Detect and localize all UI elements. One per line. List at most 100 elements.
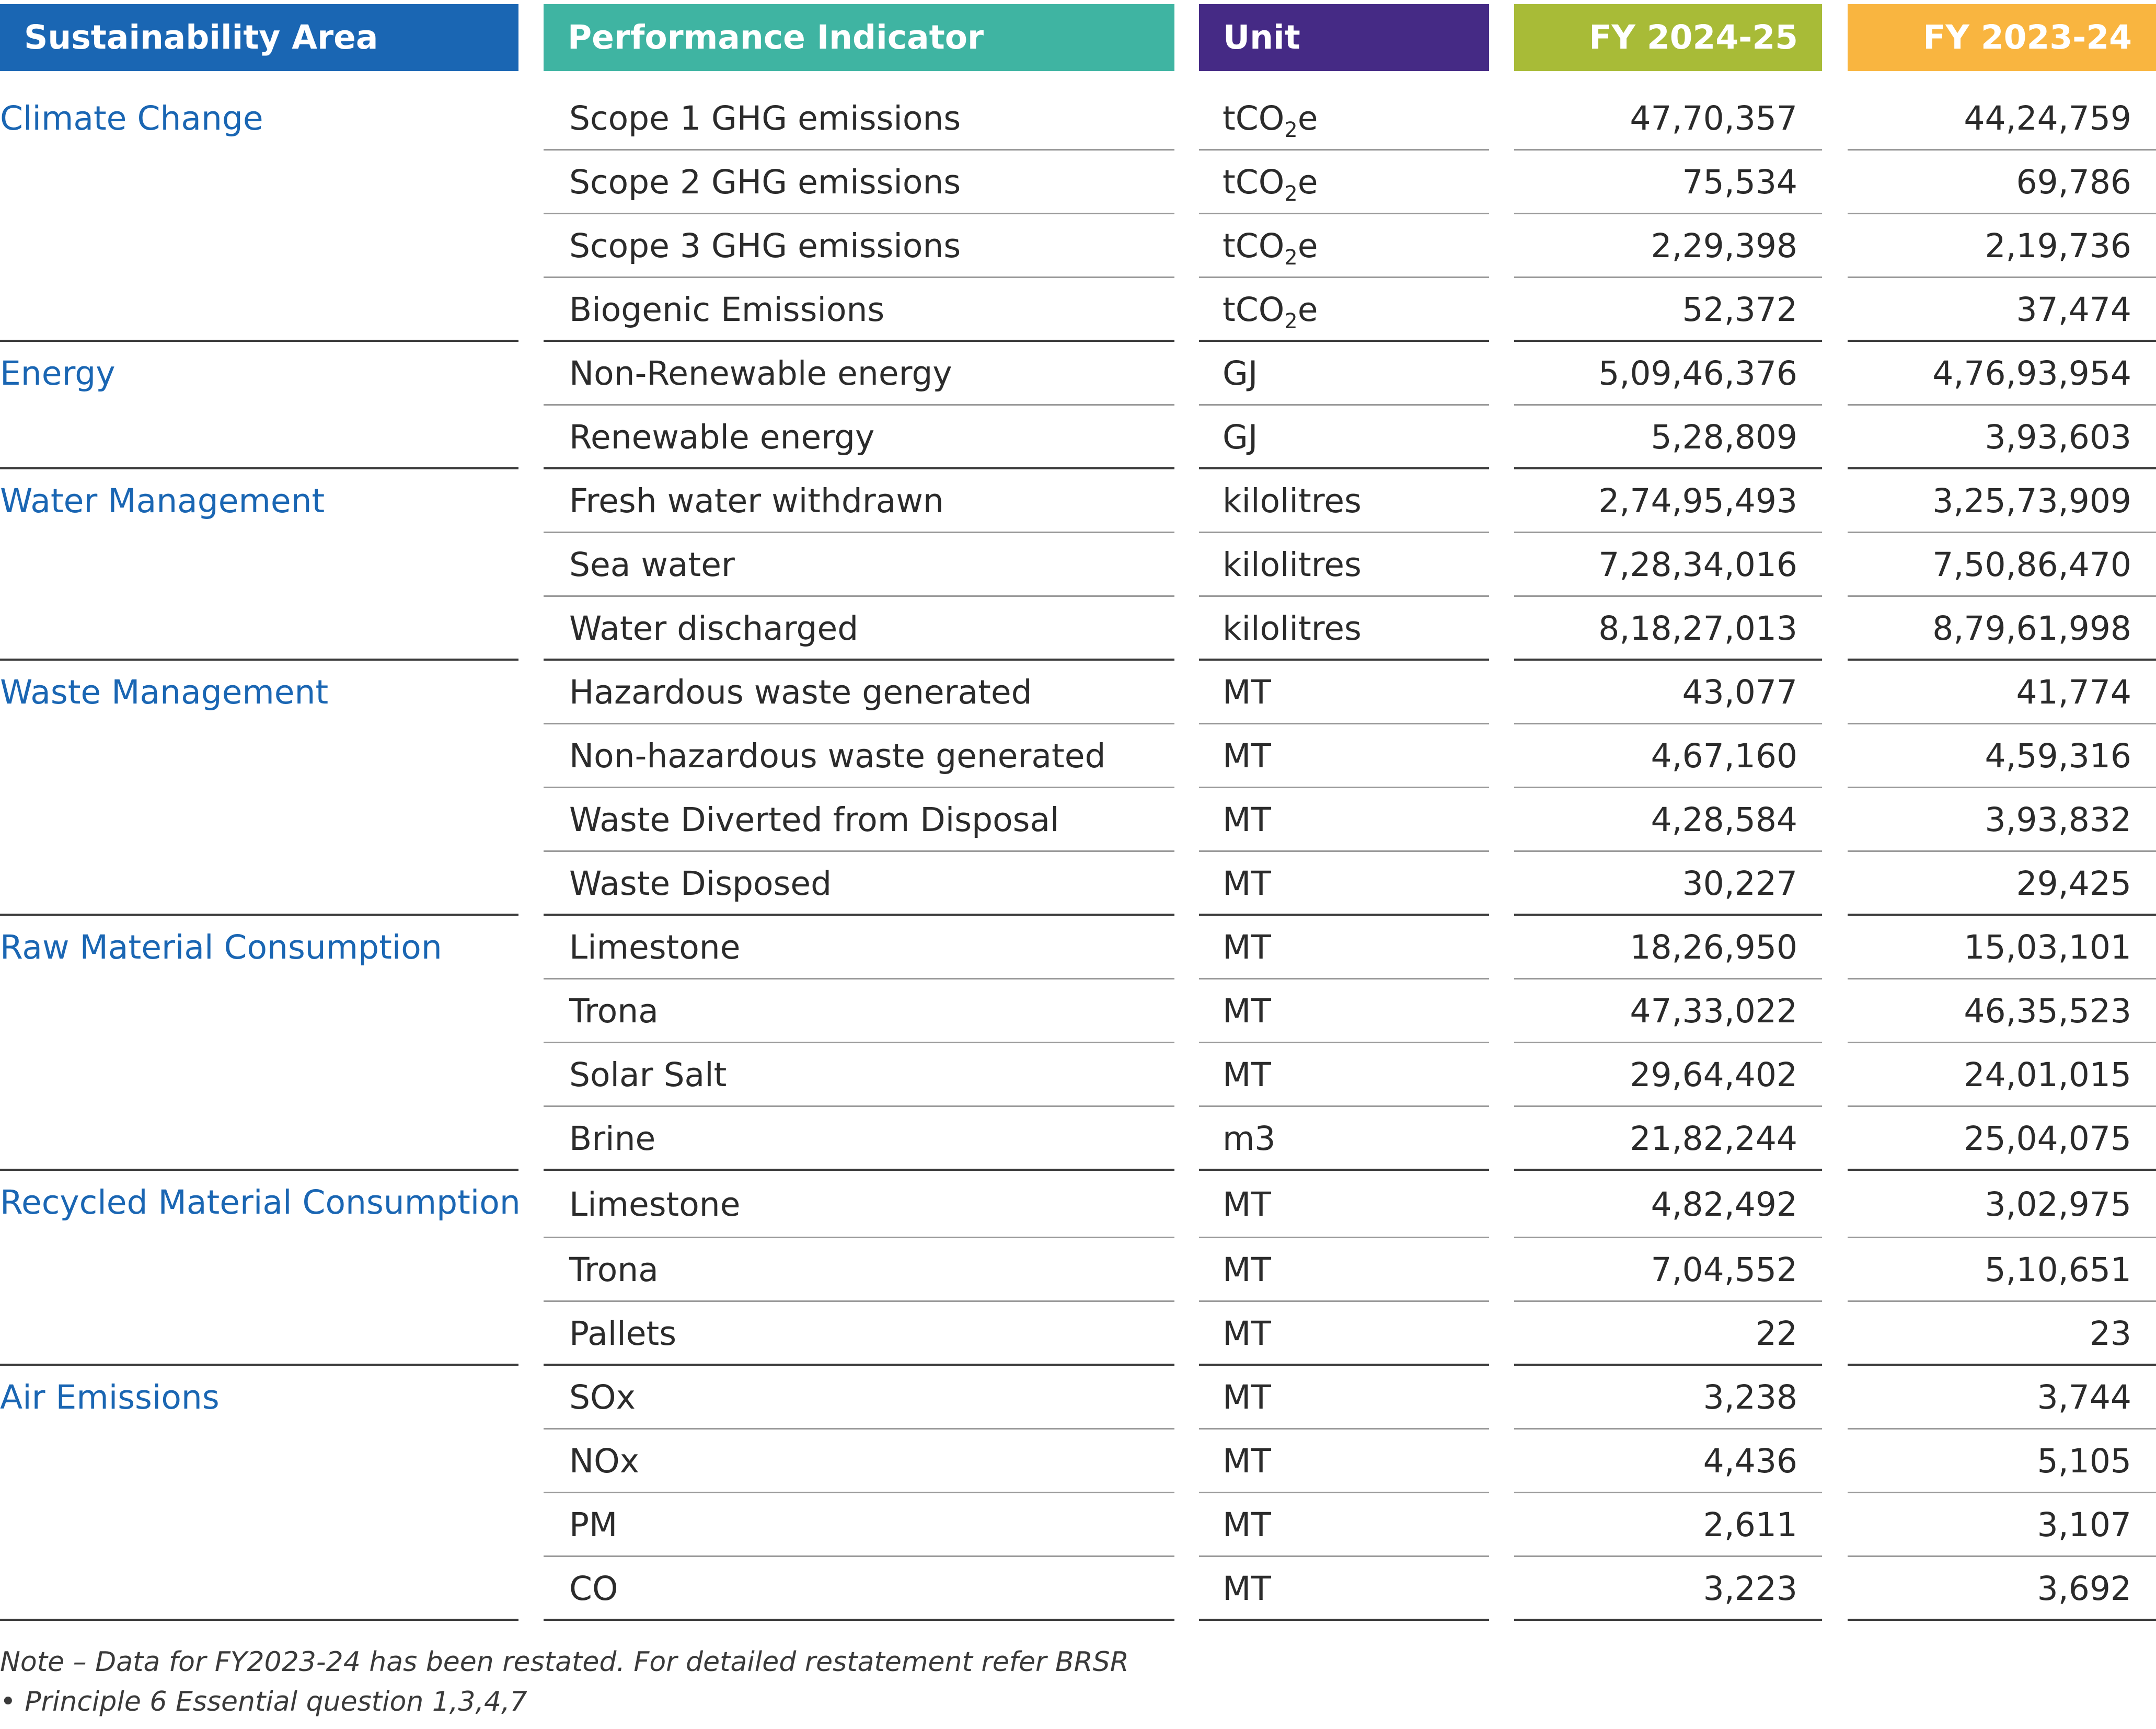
fy-2023-24-cell: 3,744 bbox=[1848, 1366, 2156, 1430]
fy-2023-24-cell: 44,24,759 bbox=[1848, 87, 2156, 151]
fy-2024-25-cell: 4,436 bbox=[1514, 1430, 1822, 1493]
indicator-cell: Renewable energy bbox=[544, 406, 1174, 469]
fy-2023-24-cell: 41,774 bbox=[1848, 661, 2156, 724]
fy-2023-24-cell: 3,93,603 bbox=[1848, 406, 2156, 469]
indicator-cell: NOx bbox=[544, 1430, 1174, 1493]
indicator-cell: Solar Salt bbox=[544, 1043, 1174, 1107]
indicator-cell: Pallets bbox=[544, 1302, 1174, 1366]
indicator-cell: Water discharged bbox=[544, 597, 1174, 661]
fy-2023-24-cell: 3,692 bbox=[1848, 1557, 2156, 1621]
fy-2024-25-cell: 22 bbox=[1514, 1302, 1822, 1366]
indicator-cell: Scope 3 GHG emissions bbox=[544, 214, 1174, 278]
fy-2023-24-cell: 3,25,73,909 bbox=[1848, 469, 2156, 533]
fy-2024-25-cell: 18,26,950 bbox=[1514, 916, 1822, 979]
unit-cell: tCO2e bbox=[1199, 151, 1489, 214]
header-fy-2024-25: FY 2024-25 bbox=[1514, 4, 1822, 71]
fy-2024-25-cell: 2,29,398 bbox=[1514, 214, 1822, 278]
sustainability-area-label: Climate Change bbox=[0, 87, 518, 342]
header-unit: Unit bbox=[1199, 4, 1489, 71]
unit-cell: MT bbox=[1199, 1043, 1489, 1107]
unit-cell: kilolitres bbox=[1199, 597, 1489, 661]
footnote: Note – Data for FY2023-24 has been resta… bbox=[0, 1642, 1129, 1722]
fy-2023-24-cell: 15,03,101 bbox=[1848, 916, 2156, 979]
footnote-line-1: Note – Data for FY2023-24 has been resta… bbox=[0, 1646, 1129, 1678]
fy-2024-25-cell: 30,227 bbox=[1514, 852, 1822, 916]
fy-2023-24-cell: 25,04,075 bbox=[1848, 1107, 2156, 1171]
unit-cell: MT bbox=[1199, 916, 1489, 979]
fy-2024-25-cell: 7,28,34,016 bbox=[1514, 533, 1822, 597]
fy-2023-24-cell: 3,107 bbox=[1848, 1493, 2156, 1557]
fy-2023-24-cell: 3,02,975 bbox=[1848, 1171, 2156, 1238]
unit-cell: MT bbox=[1199, 1238, 1489, 1302]
unit-cell: MT bbox=[1199, 979, 1489, 1043]
fy-2024-25-cell: 52,372 bbox=[1514, 278, 1822, 342]
fy-2023-24-cell: 2,19,736 bbox=[1848, 214, 2156, 278]
unit-cell: MT bbox=[1199, 1557, 1489, 1621]
sustainability-area-label: Energy bbox=[0, 342, 518, 469]
indicator-cell: Trona bbox=[544, 1238, 1174, 1302]
fy-2024-25-cell: 21,82,244 bbox=[1514, 1107, 1822, 1171]
fy-2023-24-cell: 23 bbox=[1848, 1302, 2156, 1366]
fy-2024-25-cell: 5,09,46,376 bbox=[1514, 342, 1822, 406]
header-performance-indicator: Performance Indicator bbox=[544, 4, 1174, 71]
indicator-cell: Sea water bbox=[544, 533, 1174, 597]
unit-cell: GJ bbox=[1199, 406, 1489, 469]
fy-2023-24-cell: 46,35,523 bbox=[1848, 979, 2156, 1043]
indicator-cell: Non-Renewable energy bbox=[544, 342, 1174, 406]
unit-cell: tCO2e bbox=[1199, 87, 1489, 151]
fy-2023-24-cell: 37,474 bbox=[1848, 278, 2156, 342]
fy-2024-25-cell: 4,28,584 bbox=[1514, 788, 1822, 852]
unit-cell: MT bbox=[1199, 1366, 1489, 1430]
fy-2024-25-cell: 4,67,160 bbox=[1514, 724, 1822, 788]
indicator-cell: Trona bbox=[544, 979, 1174, 1043]
fy-2024-25-cell: 4,82,492 bbox=[1514, 1171, 1822, 1238]
fy-2024-25-cell: 43,077 bbox=[1514, 661, 1822, 724]
unit-cell: tCO2e bbox=[1199, 214, 1489, 278]
sustainability-area-label: Recycled Material Consumption bbox=[0, 1171, 521, 1366]
fy-2023-24-cell: 3,93,832 bbox=[1848, 788, 2156, 852]
fy-2024-25-cell: 8,18,27,013 bbox=[1514, 597, 1822, 661]
sustainability-area-label: Water Management bbox=[0, 469, 518, 661]
fy-2023-24-cell: 69,786 bbox=[1848, 151, 2156, 214]
unit-cell: MT bbox=[1199, 1171, 1489, 1238]
indicator-cell: Non-hazardous waste generated bbox=[544, 724, 1174, 788]
indicator-cell: Waste Disposed bbox=[544, 852, 1174, 916]
unit-cell: MT bbox=[1199, 1430, 1489, 1493]
fy-2023-24-cell: 29,425 bbox=[1848, 852, 2156, 916]
unit-cell: MT bbox=[1199, 1493, 1489, 1557]
unit-cell: tCO2e bbox=[1199, 278, 1489, 342]
sustainability-area-label: Air Emissions bbox=[0, 1366, 518, 1621]
indicator-cell: Scope 2 GHG emissions bbox=[544, 151, 1174, 214]
fy-2023-24-cell: 4,59,316 bbox=[1848, 724, 2156, 788]
unit-cell: MT bbox=[1199, 724, 1489, 788]
header-sustainability-area: Sustainability Area bbox=[0, 4, 518, 71]
fy-2024-25-cell: 47,33,022 bbox=[1514, 979, 1822, 1043]
fy-2024-25-cell: 5,28,809 bbox=[1514, 406, 1822, 469]
fy-2023-24-cell: 5,10,651 bbox=[1848, 1238, 2156, 1302]
indicator-cell: Hazardous waste generated bbox=[544, 661, 1174, 724]
fy-2024-25-cell: 2,611 bbox=[1514, 1493, 1822, 1557]
unit-cell: m3 bbox=[1199, 1107, 1489, 1171]
footnote-line-2: • Principle 6 Essential question 1,3,4,7 bbox=[0, 1686, 527, 1718]
fy-2023-24-cell: 24,01,015 bbox=[1848, 1043, 2156, 1107]
fy-2023-24-cell: 5,105 bbox=[1848, 1430, 2156, 1493]
unit-cell: MT bbox=[1199, 661, 1489, 724]
indicator-cell: Scope 1 GHG emissions bbox=[544, 87, 1174, 151]
indicator-cell: SOx bbox=[544, 1366, 1174, 1430]
indicator-cell: Waste Diverted from Disposal bbox=[544, 788, 1174, 852]
fy-2023-24-cell: 8,79,61,998 bbox=[1848, 597, 2156, 661]
indicator-cell: Limestone bbox=[544, 916, 1174, 979]
sustainability-area-label: Raw Material Consumption bbox=[0, 916, 518, 1171]
unit-cell: MT bbox=[1199, 788, 1489, 852]
fy-2024-25-cell: 3,238 bbox=[1514, 1366, 1822, 1430]
indicator-cell: Fresh water withdrawn bbox=[544, 469, 1174, 533]
indicator-cell: Brine bbox=[544, 1107, 1174, 1171]
fy-2024-25-cell: 75,534 bbox=[1514, 151, 1822, 214]
fy-2024-25-cell: 3,223 bbox=[1514, 1557, 1822, 1621]
fy-2023-24-cell: 7,50,86,470 bbox=[1848, 533, 2156, 597]
unit-cell: GJ bbox=[1199, 342, 1489, 406]
sustainability-area-label: Waste Management bbox=[0, 661, 518, 916]
indicator-cell: CO bbox=[544, 1557, 1174, 1621]
unit-cell: MT bbox=[1199, 852, 1489, 916]
unit-cell: kilolitres bbox=[1199, 469, 1489, 533]
